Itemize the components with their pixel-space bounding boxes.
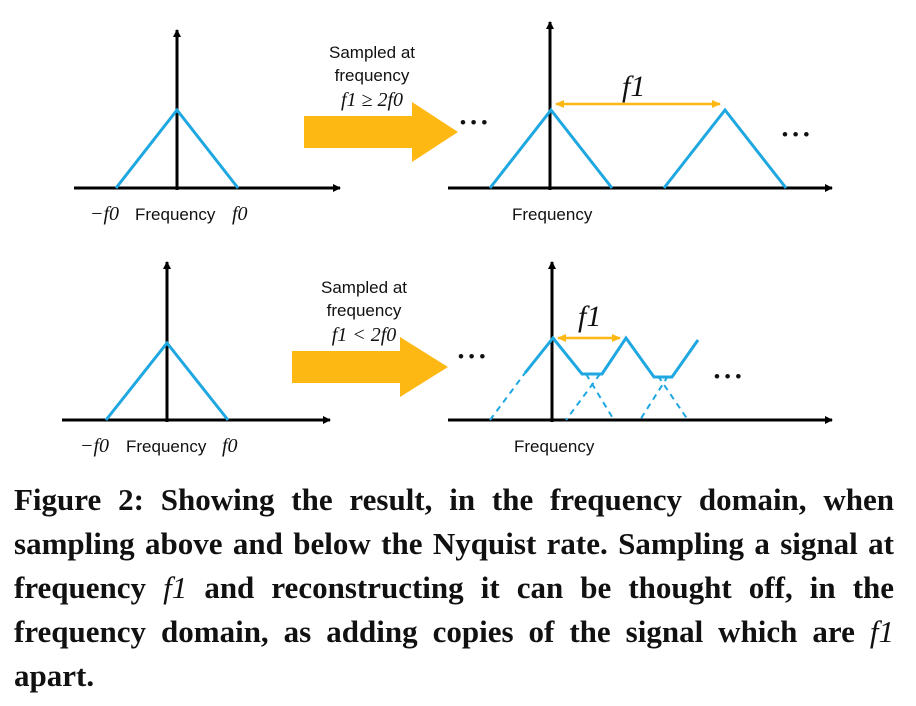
bottom-sampling-arrow-group: Sampled at frequency f1 < 2f0	[292, 278, 448, 397]
top-right-f1-label: f1	[622, 70, 645, 103]
bottom-right-aliased-envelope	[523, 335, 700, 379]
nyquist-diagram: −f0 Frequency f0 Sampled at frequency f1…	[62, 21, 833, 457]
caption-text-after: apart.	[14, 658, 95, 693]
top-right-axis-label: Frequency	[512, 205, 593, 224]
bottom-left-neg-f0-label: −f0	[80, 435, 109, 457]
caption-text-before: Showing the result, in the frequency dom…	[14, 482, 894, 605]
top-left-pos-f0-label: f0	[232, 203, 248, 225]
top-arrow-condition: f1 ≥ 2f0	[341, 89, 403, 111]
bottom-arrow-condition: f1 < 2f0	[332, 324, 397, 346]
top-right-copy-1	[488, 107, 614, 189]
bottom-right-dashed-copy-1	[585, 373, 615, 421]
bottom-right-axis-label: Frequency	[514, 437, 595, 456]
top-left-triangle-spectrum	[114, 107, 240, 189]
top-right-left-ellipsis: • • •	[460, 113, 487, 132]
bottom-right-dashed-copy-3	[657, 375, 689, 421]
top-sampling-arrow	[304, 102, 458, 162]
bottom-right-dashed-copy-2	[565, 373, 601, 421]
top-sampling-arrow-group: Sampled at frequency f1 ≥ 2f0	[304, 43, 458, 162]
bottom-left-axis-label: Frequency	[126, 437, 207, 456]
top-arrow-line2: frequency	[335, 66, 410, 85]
caption-f1-symbol-2: f1	[869, 614, 894, 649]
bottom-left-pos-f0-label: f0	[222, 435, 238, 457]
bottom-sampling-arrow	[292, 337, 448, 397]
top-arrow-line1: Sampled at	[329, 43, 415, 62]
caption-text-middle: and reconstructing it can be thought off…	[14, 570, 895, 649]
figure-caption: Figure 2: Showing the result, in the fre…	[14, 478, 894, 698]
bottom-arrow-line1: Sampled at	[321, 278, 407, 297]
bottom-right-dashed-copy-4	[639, 375, 669, 421]
top-left-neg-f0-label: −f0	[90, 203, 119, 225]
top-right-right-ellipsis: • • •	[782, 125, 809, 144]
bottom-right-dashed-copy-left	[489, 372, 526, 421]
bottom-right-left-ellipsis: • • •	[458, 347, 485, 366]
bottom-left-triangle-spectrum	[104, 340, 230, 421]
bottom-arrow-line2: frequency	[327, 301, 402, 320]
caption-f1-symbol: f1	[163, 570, 188, 605]
top-right-copy-2	[662, 107, 788, 189]
top-left-axis-label: Frequency	[135, 205, 216, 224]
bottom-left-spectrum-plot: −f0 Frequency f0	[62, 261, 331, 457]
bottom-right-right-ellipsis: • • •	[714, 367, 741, 386]
caption-label: Figure 2:	[14, 482, 144, 517]
bottom-right-f1-label: f1	[578, 300, 601, 333]
top-left-spectrum-plot: −f0 Frequency f0	[74, 29, 341, 225]
figure-panel: −f0 Frequency f0 Sampled at frequency f1…	[62, 21, 833, 457]
top-right-spectrum-plot: f1 • • • • • • Frequency	[448, 21, 833, 224]
bottom-right-spectrum-plot: f1 • • • • • • Frequency	[448, 261, 833, 456]
